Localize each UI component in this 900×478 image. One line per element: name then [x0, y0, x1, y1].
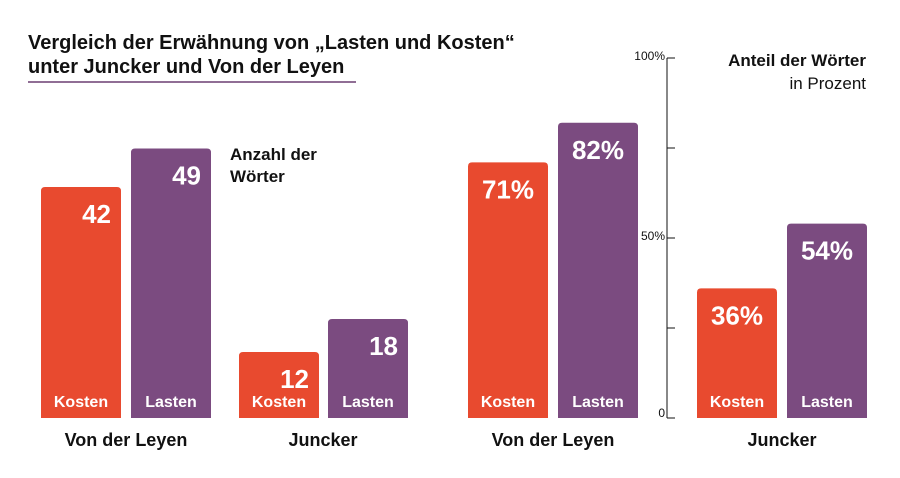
- bar-series-label-right-kosten-1: Kosten: [710, 394, 764, 411]
- value-label-right-kosten-0: 71%: [482, 174, 534, 204]
- y-tick-label-0: 100%: [634, 49, 665, 63]
- value-label-left-kosten-0: 42: [82, 199, 111, 229]
- bar-right-kosten-0: [468, 162, 548, 418]
- value-label-right-lasten-0: 82%: [572, 135, 624, 165]
- left-annotation-line2: Wörter: [230, 167, 285, 186]
- category-label-right-1: Juncker: [747, 430, 816, 450]
- bar-series-label-left-kosten-1: Kosten: [252, 394, 306, 411]
- y-tick-label-1: 50%: [641, 229, 665, 243]
- bar-series-label-right-kosten-0: Kosten: [481, 394, 535, 411]
- bar-right-lasten-1: [787, 223, 867, 418]
- left-annotation-line1: Anzahl der: [230, 145, 317, 164]
- bar-series-label-right-lasten-1: Lasten: [801, 394, 853, 411]
- bar-series-label-left-lasten-1: Lasten: [342, 394, 394, 411]
- bar-left-lasten-0: [131, 148, 211, 418]
- bar-left-lasten-1: [328, 319, 408, 418]
- bar-series-label-right-lasten-0: Lasten: [572, 394, 624, 411]
- bar-left-kosten-1: [239, 352, 319, 418]
- category-label-right-0: Von der Leyen: [492, 430, 615, 450]
- bar-right-kosten-1: [697, 288, 777, 418]
- bar-right-lasten-0: [558, 122, 638, 419]
- bar-left-kosten-0: [41, 187, 121, 418]
- right-annotation-line2: in Prozent: [789, 74, 866, 93]
- chart-title-line1: Vergleich der Erwähnung von „Lasten und …: [28, 32, 515, 54]
- bar-series-label-left-kosten-0: Kosten: [54, 394, 108, 411]
- category-label-left-1: Juncker: [288, 430, 357, 450]
- value-label-left-lasten-0: 49: [172, 161, 201, 191]
- value-label-right-kosten-1: 36%: [711, 300, 763, 330]
- bar-series-label-left-lasten-0: Lasten: [145, 394, 197, 411]
- right-annotation-line1: Anteil der Wörter: [728, 51, 866, 70]
- value-label-right-lasten-1: 54%: [801, 236, 853, 266]
- value-label-left-kosten-1: 12: [280, 364, 309, 394]
- value-label-left-lasten-1: 18: [369, 331, 398, 361]
- category-label-left-0: Von der Leyen: [65, 430, 188, 450]
- chart-title-line2: unter Juncker und Von der Leyen: [28, 56, 344, 78]
- y-tick-label-2: 0: [658, 406, 665, 420]
